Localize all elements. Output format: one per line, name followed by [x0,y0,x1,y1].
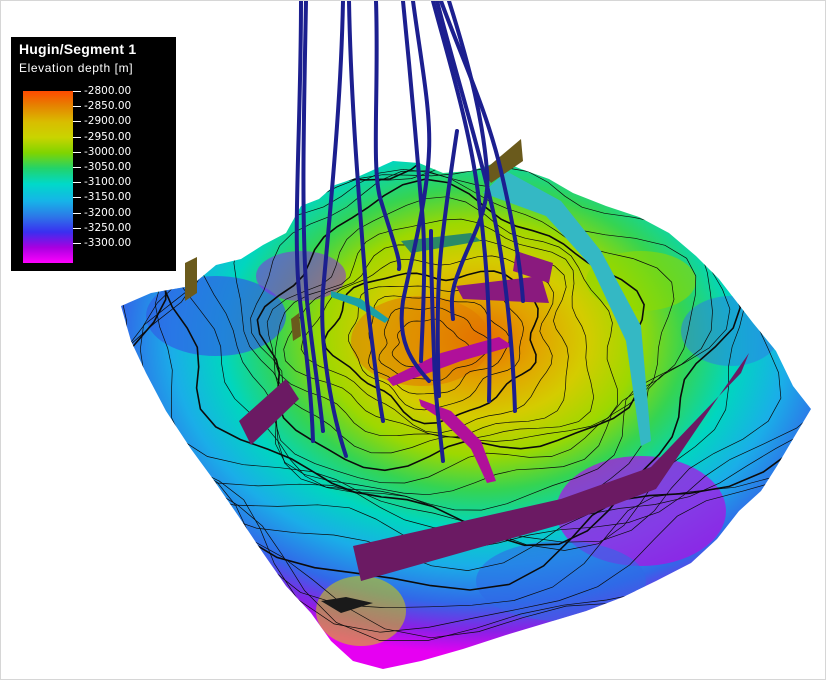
color-ramp [23,91,73,263]
contour-line [250,170,675,484]
legend-tick [73,91,81,92]
legend-label: -3300.00 [84,237,132,249]
fault-plane [483,139,523,183]
legend-subtitle: Elevation depth [m] [19,61,134,75]
legend-label: -3100.00 [84,176,132,189]
well-path [320,1,348,458]
legend-label: -3250.00 [84,221,132,234]
legend-label: -2800.00 [84,85,132,97]
well-path [401,1,427,363]
well-path [439,1,525,303]
color-legend: Hugin/Segment 1 Elevation depth [m] -280… [11,37,176,271]
well-path [435,1,517,413]
well-path [447,1,490,321]
fault-plane [239,379,299,445]
contour-line [283,239,569,438]
fault-plane [387,337,513,386]
legend-tick [73,106,81,108]
well-paths [294,1,525,463]
legend-label: -2850.00 [84,100,132,113]
well-path [399,1,432,383]
well-path [429,229,445,463]
well-path [347,1,385,423]
well-path [301,1,325,433]
legend-tick [73,212,81,214]
contour-line [121,161,811,550]
contour-line [378,307,492,382]
contour-line [199,167,713,511]
fault-plane [291,313,301,341]
legend-label: -2900.00 [84,115,132,128]
fault-plane [321,597,373,613]
fault-plane [353,353,749,581]
well-path [373,1,402,271]
contour-line [121,161,811,571]
well-path [431,1,492,403]
contour-line [121,161,811,609]
contour-line [274,218,595,439]
legend-tick [73,136,81,138]
fault-plane [483,171,651,446]
contour-line [154,161,746,551]
fault-plane [331,291,389,323]
fault-plane [185,257,197,301]
fault-plane [456,276,549,303]
legend-tick [73,167,81,168]
legend-tick [73,121,81,123]
contour-line [121,161,811,633]
legend-tick [73,151,81,153]
well-path [435,129,459,398]
legend-label: -3000.00 [84,145,132,158]
contour-line [256,178,645,472]
legend-label: -3150.00 [84,191,132,204]
legend-tick [73,182,81,184]
legend-title: Hugin/Segment 1 [19,41,137,57]
legend-label: -3200.00 [84,206,132,219]
legend-label: -3050.00 [84,161,132,173]
legend-tick [73,243,81,244]
fault-plane [419,399,496,483]
legend-tick [73,227,81,229]
legend-tick [73,197,81,199]
well-path [294,1,315,443]
legend-label: -2950.00 [84,130,132,143]
fault-plane [513,251,553,283]
fault-planes [185,139,749,613]
contour-line [266,196,618,454]
